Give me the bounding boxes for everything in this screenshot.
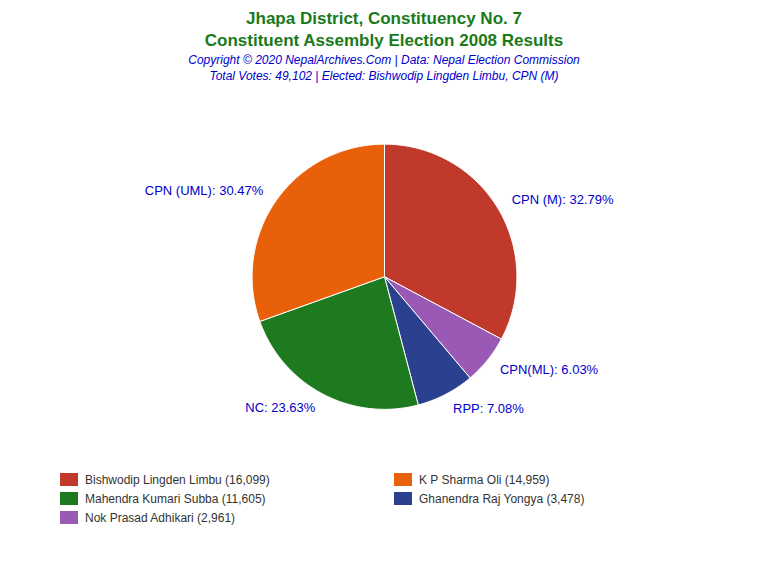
svg-text:RPP: 7.08%: RPP: 7.08%: [453, 401, 524, 416]
svg-text:CPN(ML): 6.03%: CPN(ML): 6.03%: [500, 362, 599, 377]
html-text:Nok Prasad Adhikari (2,961): Nok Prasad Adhikari (2,961): [85, 510, 236, 525]
html-text:Mahendra Kumari Subba (11,605): Mahendra Kumari Subba (11,605): [85, 491, 266, 506]
svg-text:CPN (UML): 30.47%: CPN (UML): 30.47%: [145, 183, 264, 198]
html-text:Total Votes: 49,102 | Elected:: Total Votes: 49,102 | Elected: Bishwodip…: [209, 69, 559, 83]
svg-text:NC: 23.63%: NC: 23.63%: [245, 400, 316, 415]
html-text:Ghanendra Raj Yongya (3,478): Ghanendra Raj Yongya (3,478): [419, 491, 585, 506]
html-text:Bishwodip Lingden Limbu (16,09: Bishwodip Lingden Limbu (16,099): [85, 472, 270, 487]
html-text:K P Sharma Oli (14,959): K P Sharma Oli (14,959): [419, 472, 550, 487]
svg-text:CPN (M): 32.79%: CPN (M): 32.79%: [512, 192, 614, 207]
html-text:Jhapa District, Constituency N: Jhapa District, Constituency No. 7: [246, 9, 522, 28]
html-text:Constituent Assembly Election: Constituent Assembly Election 2008 Resul…: [204, 31, 564, 50]
html-text:Copyright © 2020 NepalArchives: Copyright © 2020 NepalArchives.Com | Dat…: [188, 53, 580, 67]
